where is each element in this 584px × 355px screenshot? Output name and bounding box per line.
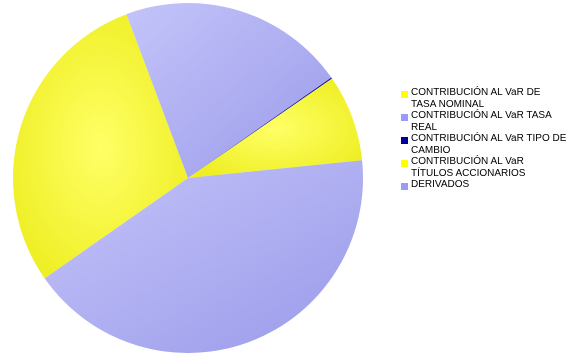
legend-label-line: CONTRIBUCIÓN AL VaR TASA: [411, 110, 552, 121]
legend-label-line: CAMBIO: [411, 144, 451, 156]
legend-label-line: TASA NOMINAL: [411, 98, 485, 110]
pie-slices: [12, 3, 363, 353]
pie-slice-3: [188, 77, 332, 178]
legend-label-line: TÍTULOS ACCIONARIOS: [411, 167, 526, 179]
legend-label-line: CONTRIBUCIÓN AL VaR DE: [411, 87, 541, 98]
legend-item-2: CONTRIBUCIÓN AL VaR TASA REAL: [401, 110, 581, 133]
legend-swatch: [401, 183, 408, 190]
legend-swatch: [401, 91, 408, 98]
pie-slice-4: [188, 78, 363, 178]
legend-swatch: [401, 137, 408, 144]
legend-item-1: CONTRIBUCIÓN AL VaR DE TASA NOMINAL: [401, 87, 581, 110]
legend-label-line: DERIVADOS: [411, 179, 470, 190]
legend-item-4: CONTRIBUCIÓN AL VaR TÍTULOS ACCIONARIOS: [401, 156, 581, 179]
pie-slice-1: [12, 14, 189, 279]
legend-swatch: [401, 114, 408, 121]
pie-slice-2: [126, 3, 332, 178]
legend-label-line: CONTRIBUCIÓN AL VaR: [411, 156, 524, 167]
legend-item-3: CONTRIBUCIÓN AL VaR TIPO DE CAMBIO: [401, 133, 581, 156]
legend-label-line: CONTRIBUCIÓN AL VaR TIPO DE: [411, 133, 567, 144]
pie-slice-5: [44, 160, 363, 353]
chart-legend: CONTRIBUCIÓN AL VaR DE TASA NOMINAL CONTRI…: [401, 87, 581, 191]
legend-item-5: DERIVADOS: [401, 179, 581, 191]
legend-swatch: [401, 160, 408, 167]
legend-label-line: REAL: [411, 121, 438, 133]
